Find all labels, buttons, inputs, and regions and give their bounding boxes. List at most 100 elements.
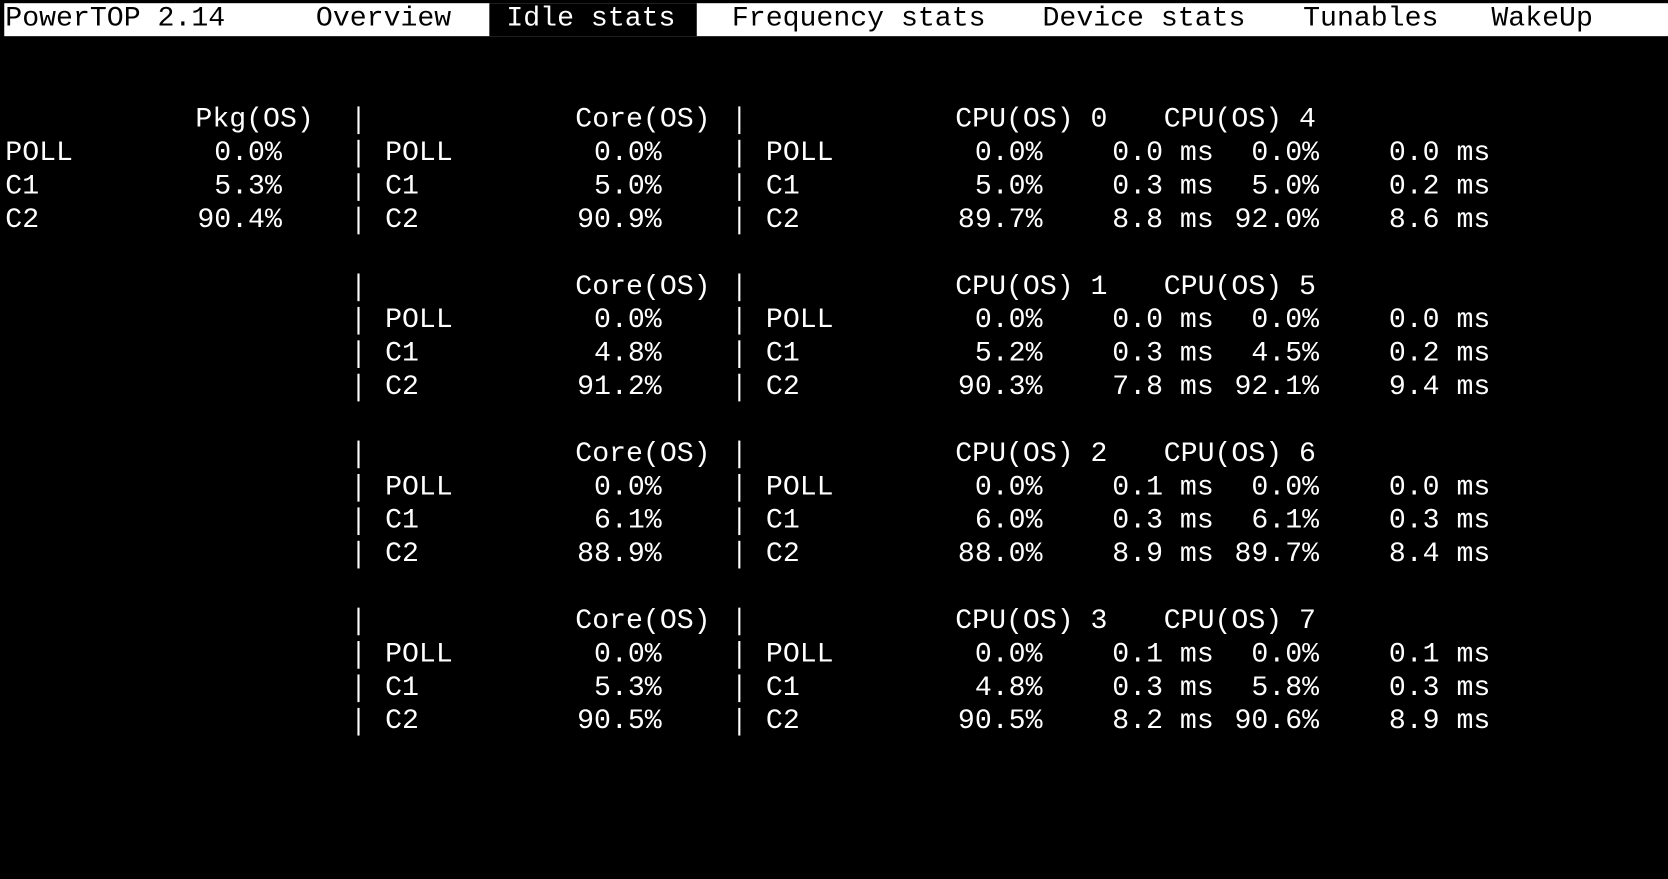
cpu-state: POLL (766, 472, 834, 503)
cpu-time: 0.2 ms (1389, 339, 1490, 370)
menu-tab[interactable]: Overview (316, 4, 451, 35)
menu-tab[interactable]: Idle stats (506, 4, 675, 35)
core-header: Core(OS) (575, 606, 710, 637)
cpu-pct: 89.7% (958, 205, 1043, 236)
cpu-time: 8.8 ms (1112, 205, 1213, 236)
cpu-time: 8.4 ms (1389, 539, 1490, 570)
cpu-time: 0.0 ms (1389, 305, 1490, 336)
cpu-time: 0.3 ms (1389, 506, 1490, 537)
cpu-pct: 90.6% (1235, 706, 1320, 737)
cpu-pct: 90.3% (958, 372, 1043, 403)
cpu-state: C2 (766, 539, 800, 570)
pkg-header: Pkg(OS) (195, 105, 313, 136)
cpu-time: 0.2 ms (1389, 172, 1490, 203)
core-value: 0.0% (594, 472, 662, 503)
pkg-value: 5.3% (214, 172, 282, 203)
selected-tab-bg (489, 3, 697, 37)
cpu-state: C1 (766, 506, 800, 537)
cpu-pct: 0.0% (975, 305, 1043, 336)
core-state: C1 (385, 673, 419, 704)
core-state: C1 (385, 339, 419, 370)
menu-tab[interactable]: Device stats (1042, 4, 1245, 35)
cpu-pct: 0.0% (975, 472, 1043, 503)
cpu-time: 8.6 ms (1389, 205, 1490, 236)
cpu-time: 8.9 ms (1112, 539, 1213, 570)
core-value: 5.0% (594, 172, 662, 203)
core-state: C2 (385, 539, 419, 570)
cpu-time: 0.1 ms (1389, 639, 1490, 670)
cpu-header: CPU(OS) 0 (955, 105, 1107, 136)
menu-tab[interactable]: Tunables (1303, 4, 1438, 35)
pkg-state: C1 (5, 172, 39, 203)
cpu-header: CPU(OS) 1 (955, 272, 1107, 303)
cpu-header: CPU(OS) 7 (1164, 606, 1316, 637)
cpu-header: CPU(OS) 6 (1164, 439, 1316, 470)
cpu-pct: 92.0% (1235, 205, 1320, 236)
menu-tab[interactable]: WakeUp (1491, 4, 1592, 35)
cpu-time: 0.3 ms (1112, 339, 1213, 370)
core-state: C2 (385, 205, 419, 236)
cpu-state: C1 (766, 339, 800, 370)
core-value: 88.9% (577, 539, 662, 570)
cpu-time: 0.1 ms (1112, 472, 1213, 503)
cpu-pct: 6.0% (975, 506, 1043, 537)
cpu-header: CPU(OS) 4 (1164, 105, 1316, 136)
cpu-pct: 0.0% (1251, 138, 1319, 169)
pkg-state: C2 (5, 205, 39, 236)
core-state: POLL (385, 472, 453, 503)
core-state: POLL (385, 305, 453, 336)
cpu-pct: 5.0% (975, 172, 1043, 203)
cpu-pct: 5.2% (975, 339, 1043, 370)
cpu-pct: 0.0% (1251, 639, 1319, 670)
cpu-pct: 6.1% (1251, 506, 1319, 537)
core-value: 90.9% (577, 205, 662, 236)
cpu-time: 8.9 ms (1389, 706, 1490, 737)
menu-tab[interactable]: Frequency stats (732, 4, 986, 35)
core-value: 6.1% (594, 506, 662, 537)
cpu-time: 0.3 ms (1112, 172, 1213, 203)
cpu-pct: 88.0% (958, 539, 1043, 570)
core-value: 4.8% (594, 339, 662, 370)
core-state: POLL (385, 138, 453, 169)
cpu-state: POLL (766, 138, 834, 169)
cpu-pct: 90.5% (958, 706, 1043, 737)
core-state: C1 (385, 506, 419, 537)
cpu-time: 0.0 ms (1112, 138, 1213, 169)
cpu-header: CPU(OS) 2 (955, 439, 1107, 470)
core-value: 0.0% (594, 305, 662, 336)
cpu-state: C1 (766, 673, 800, 704)
cpu-time: 0.3 ms (1389, 673, 1490, 704)
cpu-state: C2 (766, 372, 800, 403)
cpu-time: 7.8 ms (1112, 372, 1213, 403)
menu-bar (4, 3, 1668, 37)
cpu-state: POLL (766, 305, 834, 336)
core-state: C1 (385, 172, 419, 203)
cpu-time: 8.2 ms (1112, 706, 1213, 737)
core-value: 0.0% (594, 639, 662, 670)
cpu-time: 0.0 ms (1389, 472, 1490, 503)
cpu-state: C1 (766, 172, 800, 203)
core-value: 0.0% (594, 138, 662, 169)
cpu-time: 0.0 ms (1389, 138, 1490, 169)
core-value: 5.3% (594, 673, 662, 704)
core-value: 90.5% (577, 706, 662, 737)
app-title: PowerTOP 2.14 (5, 4, 225, 35)
cpu-time: 9.4 ms (1389, 372, 1490, 403)
cpu-pct: 5.8% (1251, 673, 1319, 704)
core-header: Core(OS) (575, 439, 710, 470)
cpu-header: CPU(OS) 5 (1164, 272, 1316, 303)
cpu-time: 0.0 ms (1112, 305, 1213, 336)
pkg-state: POLL (5, 138, 73, 169)
cpu-time: 0.3 ms (1112, 506, 1213, 537)
core-state: C2 (385, 706, 419, 737)
cpu-state: C2 (766, 706, 800, 737)
core-state: POLL (385, 639, 453, 670)
cpu-pct: 4.5% (1251, 339, 1319, 370)
cpu-pct: 0.0% (1251, 305, 1319, 336)
cpu-state: C2 (766, 205, 800, 236)
cpu-pct: 4.8% (975, 673, 1043, 704)
core-header: Core(OS) (575, 105, 710, 136)
